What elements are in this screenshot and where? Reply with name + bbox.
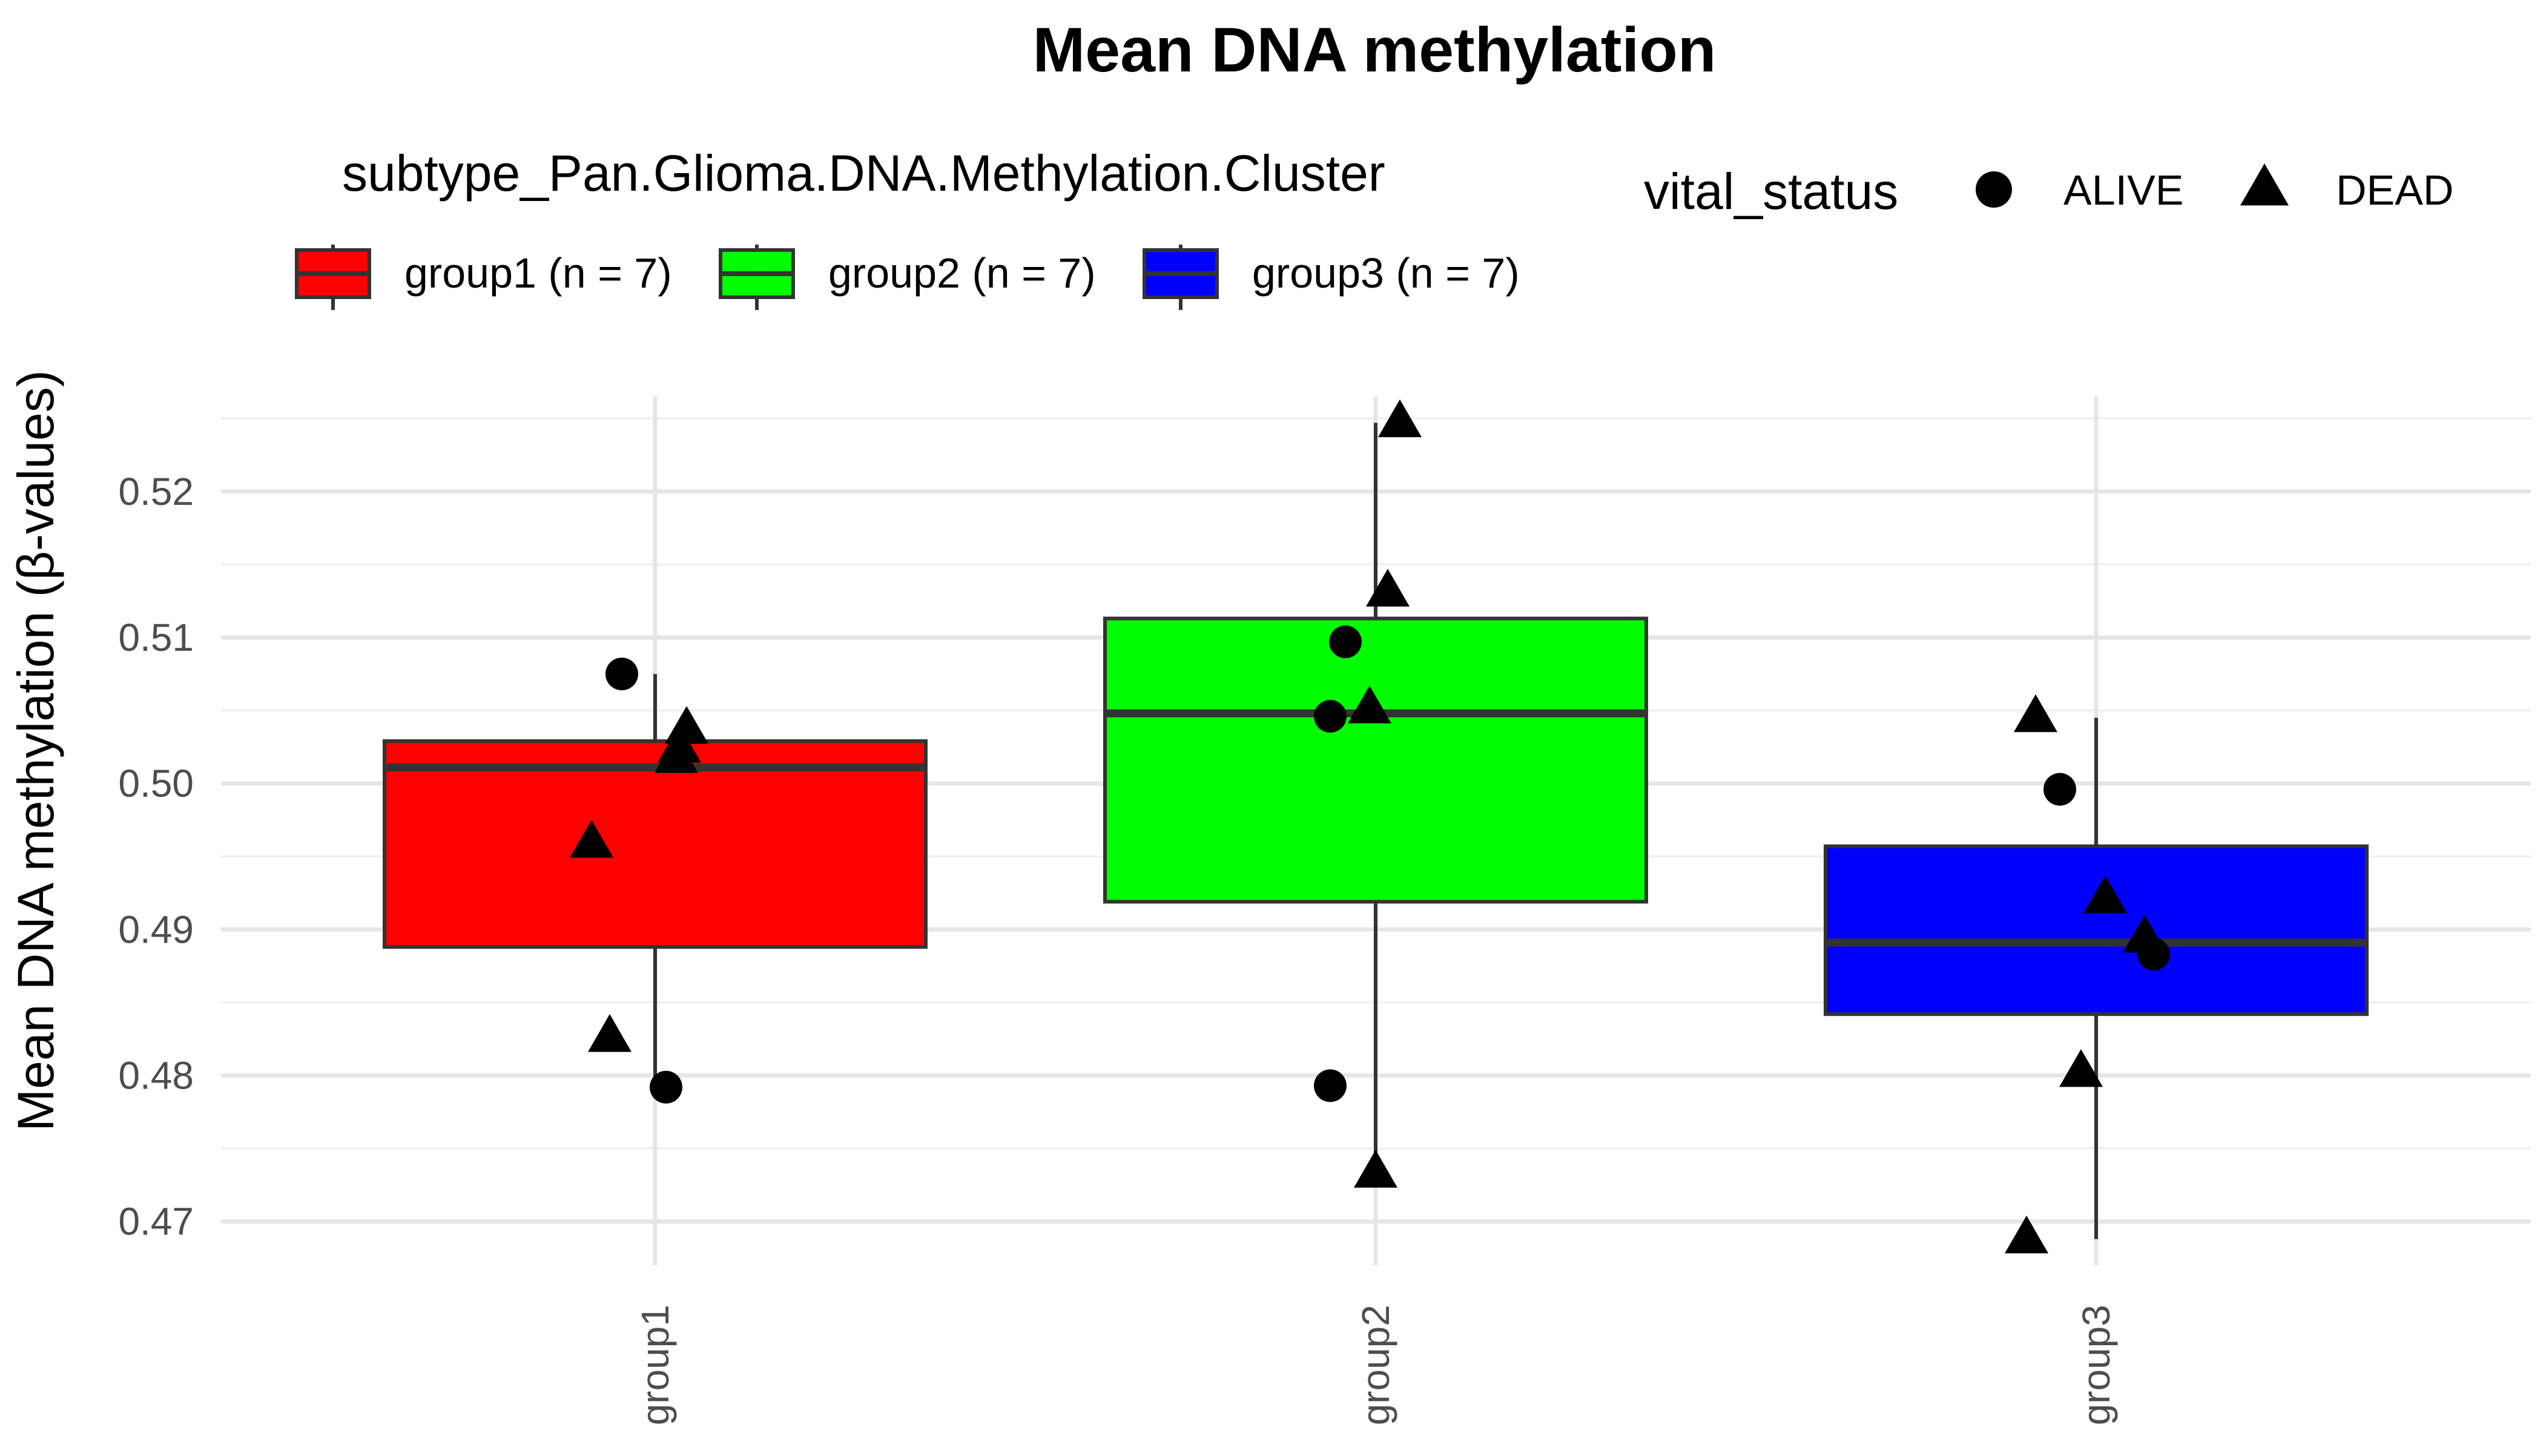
box-body [383, 739, 928, 949]
fill-legend-title: subtype_Pan.Glioma.DNA.Methylation.Clust… [342, 145, 1385, 202]
shape-legend-entry: DEAD [2240, 163, 2453, 214]
data-point-alive [2137, 938, 2170, 971]
box-body [1824, 844, 2369, 1016]
y-axis-label: Mean DNA methylation (β-values) [7, 370, 64, 1131]
y-tick-label: 0.49 [118, 908, 194, 951]
shape-legend-label: ALIVE [2063, 166, 2183, 214]
y-tick-label: 0.52 [118, 470, 194, 513]
chart-title: Mean DNA methylation [1033, 15, 1717, 85]
legend-triangle-icon [2240, 163, 2289, 206]
y-tick-label: 0.48 [118, 1053, 194, 1097]
fill-legend-label: group1 (n = 7) [404, 249, 672, 297]
data-point-dead [655, 735, 698, 773]
data-point-alive [1329, 625, 1362, 659]
data-point-dead [2014, 694, 2057, 733]
data-point-dead [1354, 1150, 1397, 1188]
data-point-alive [1314, 1069, 1347, 1102]
shape-legend-title: vital_status [1644, 163, 1898, 220]
fill-legend-entry: group1 (n = 7) [295, 245, 672, 310]
fill-legend-entries: group1 (n = 7) group2 (n = 7) group3 (n = … [295, 245, 1520, 310]
box-body [1103, 616, 1648, 904]
shape-legend: vital_status ALIVE DEAD [1644, 163, 2453, 220]
boxes [383, 423, 2369, 1239]
y-axis-ticks: 0.47 0.48 0.49 0.50 0.51 0.52 [118, 470, 194, 1244]
shape-legend-entries: ALIVE DEAD [1976, 163, 2453, 214]
legend-circle-icon [1976, 171, 2012, 208]
fill-legend-entry: group3 (n = 7) [1143, 245, 1520, 310]
fill-legend: subtype_Pan.Glioma.DNA.Methylation.Clust… [295, 145, 1520, 310]
data-point-dead [2059, 1049, 2103, 1087]
data-points [570, 399, 2170, 1254]
x-tick-label: group3 [2074, 1305, 2118, 1425]
y-tick-label: 0.50 [118, 762, 194, 805]
data-point-dead [588, 1014, 632, 1052]
data-point-alive [605, 657, 638, 691]
data-point-dead [1378, 399, 1422, 438]
data-point-alive [2043, 772, 2076, 806]
data-point-alive [1314, 700, 1347, 733]
box-group3 [1824, 717, 2369, 1239]
data-point-dead [1366, 568, 1410, 607]
y-tick-label: 0.51 [118, 616, 194, 659]
y-tick-label: 0.47 [118, 1200, 194, 1244]
data-point-alive [650, 1070, 682, 1104]
data-point-dead [2005, 1215, 2048, 1254]
data-point-dead [1348, 685, 1391, 723]
fill-legend-label: group2 (n = 7) [828, 249, 1096, 297]
box-group2 [1103, 423, 1648, 1174]
x-tick-label: group2 [1354, 1305, 1397, 1425]
shape-legend-label: DEAD [2336, 166, 2453, 214]
fill-legend-entry: group2 (n = 7) [719, 245, 1096, 310]
fill-legend-label: group3 (n = 7) [1252, 249, 1520, 297]
box-group1 [383, 674, 928, 1087]
x-axis-ticks: group1 group2 group3 [633, 1305, 2118, 1425]
data-point-dead [570, 820, 613, 858]
shape-legend-entry: ALIVE [1976, 166, 2183, 214]
x-tick-label: group1 [633, 1305, 677, 1425]
data-point-dead [2083, 875, 2127, 914]
